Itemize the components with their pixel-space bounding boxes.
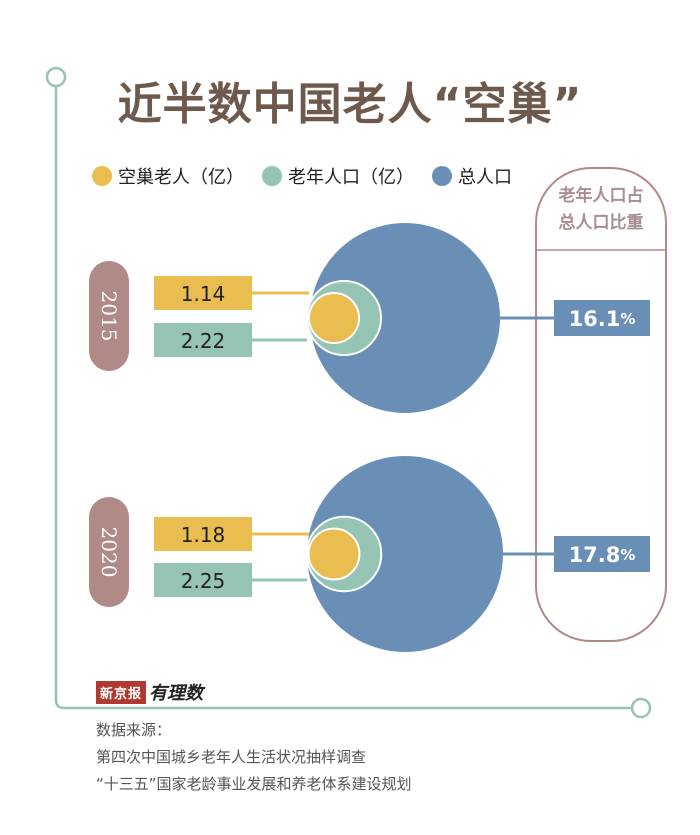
legend-swatch-empty-nest xyxy=(92,166,112,186)
ratio-unit-2020: % xyxy=(620,546,635,564)
year-label-2015: 2015 xyxy=(97,291,121,342)
ratio-header-line-2: 总人口比重 xyxy=(558,213,644,233)
source-note: 数据来源： 第四次中国城乡老年人生活状况抽样调查 “十三五”国家老龄事业发展和养… xyxy=(96,717,412,798)
legend: 空巢老人（亿） 老年人口（亿） 总人口 xyxy=(92,163,512,189)
logo-tag: 有理数 xyxy=(149,683,204,704)
year-pill-2020 xyxy=(89,497,129,607)
year-pill-2015 xyxy=(89,261,129,371)
legend-item-elderly: 老年人口（亿） xyxy=(262,163,414,189)
legend-swatch-total xyxy=(432,166,452,186)
elderly-box-2015 xyxy=(154,323,252,357)
legend-label-elderly: 老年人口（亿） xyxy=(288,167,414,188)
ratio-value-2020: 17.8% xyxy=(569,543,636,567)
empty-nest-bubble-2015 xyxy=(308,292,360,344)
logo-brand: 新京报 xyxy=(96,680,147,704)
empty-nest-value-2020: 1.18 xyxy=(181,523,226,547)
source-line-1: 第四次中国城乡老年人生活状况抽样调查 xyxy=(96,748,367,766)
legend-swatch-elderly xyxy=(262,166,282,186)
legend-item-total: 总人口 xyxy=(432,163,512,189)
ratio-box-2015 xyxy=(554,300,650,336)
elderly-box-2020 xyxy=(154,563,252,597)
empty-nest-box-2015 xyxy=(154,276,252,310)
source-label: 数据来源： xyxy=(96,721,172,739)
empty-nest-bubble-2020 xyxy=(307,527,361,581)
legend-label-empty-nest: 空巢老人（亿） xyxy=(118,167,244,188)
frame-end-circle-top xyxy=(45,66,67,88)
ratio-column-frame xyxy=(535,167,667,642)
total-population-bubble-2020 xyxy=(307,456,503,652)
total-population-bubble-2015 xyxy=(310,223,500,413)
empty-nest-value-2015: 1.14 xyxy=(181,282,226,306)
empty-nest-box-2020 xyxy=(154,517,252,551)
source-line-2: “十三五”国家老龄事业发展和养老体系建设规划 xyxy=(96,775,412,793)
ratio-header-line-1: 老年人口占 xyxy=(558,186,644,206)
elderly-value-2015: 2.22 xyxy=(181,329,226,353)
frame-end-circle-right xyxy=(630,697,652,719)
legend-item-empty-nest: 空巢老人（亿） xyxy=(92,163,244,189)
brand-logo: 新京报 有理数 xyxy=(96,679,203,705)
ratio-unit-2015: % xyxy=(620,310,635,328)
frame-line xyxy=(54,86,632,710)
year-label-2020: 2020 xyxy=(97,527,121,578)
elderly-value-2020: 2.25 xyxy=(181,569,226,593)
ratio-value-2015: 16.1% xyxy=(569,307,636,331)
legend-label-total: 总人口 xyxy=(458,167,512,188)
page-title: 近半数中国老人“空巢” xyxy=(117,79,583,130)
ratio-box-2020 xyxy=(554,536,650,572)
ratio-header: 老年人口占 总人口比重 xyxy=(536,183,666,237)
